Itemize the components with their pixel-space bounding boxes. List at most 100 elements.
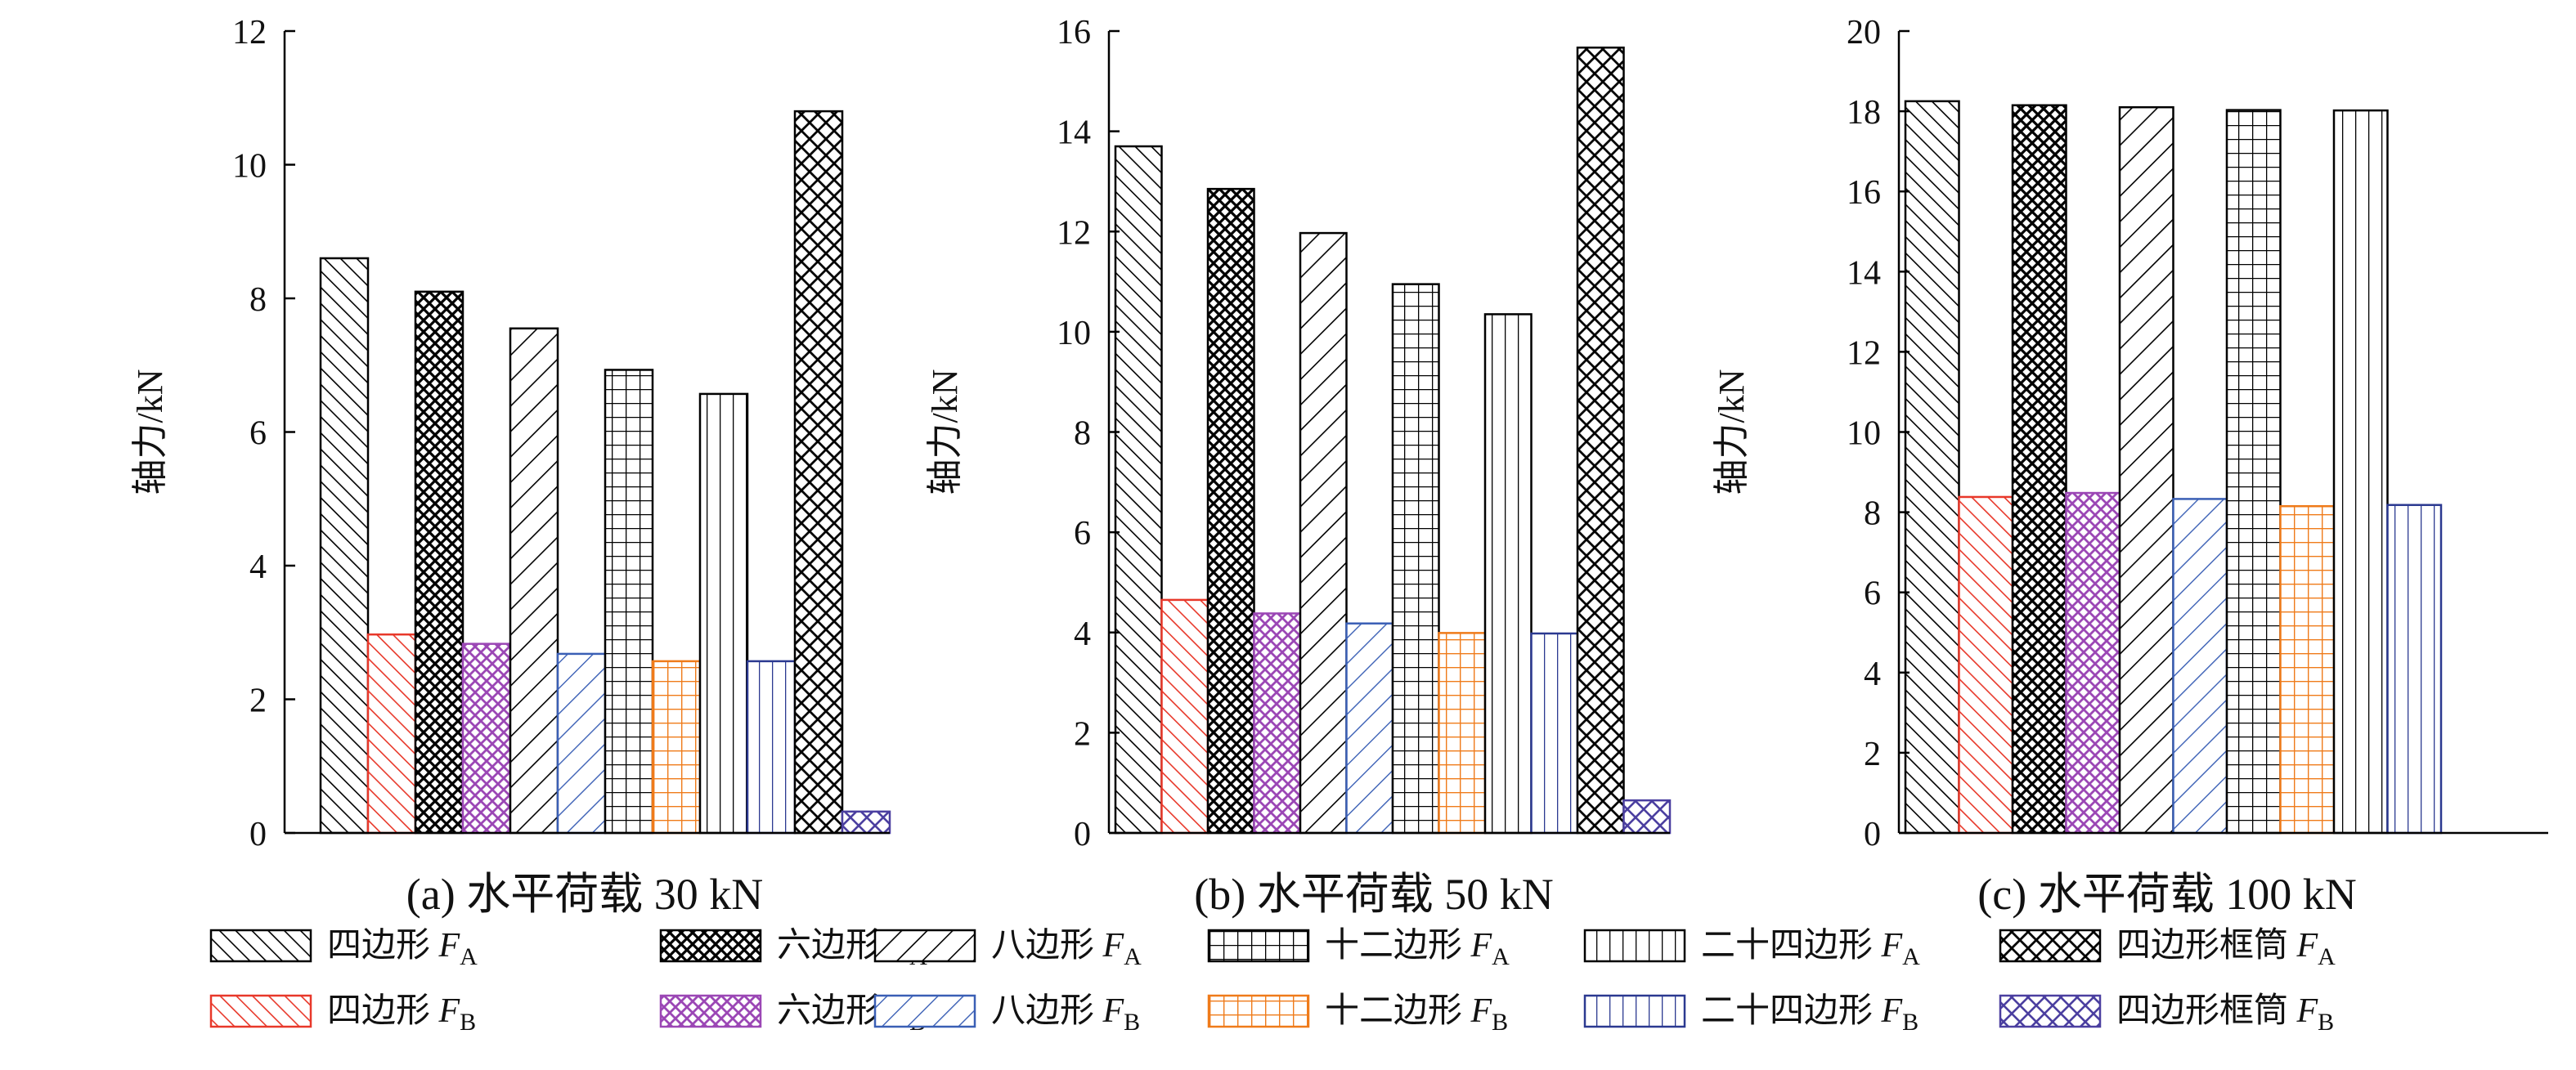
- legend-item: 四边形框筒 FA: [1999, 927, 2336, 970]
- bar: 二十四边形 F_B: 8.18: [2386, 504, 2443, 835]
- legend-swatch: [1207, 994, 1310, 1028]
- bar: 六边形 F_A: 12.85: [1206, 187, 1255, 835]
- y-tick-label: 6: [1864, 575, 1881, 613]
- chart-caption: (b) 水平荷载 50 kN: [1194, 870, 1553, 919]
- legend-item: 八边形 FB: [873, 992, 1140, 1036]
- legend-label: 四边形框筒 FB: [2116, 992, 2334, 1036]
- bar: 二十四边形 F_A: 10.35: [1483, 313, 1533, 835]
- legend-label: 十二边形 FA: [1325, 927, 1510, 970]
- legend-item: 四边形 FA: [209, 927, 478, 970]
- chart-panel-2: 四边形 F_A: 13.7四边形 F_B: 4.65六边形 F_A: 12.85…: [925, 14, 1672, 919]
- bar: 八边形 F_A: 18.1: [2118, 105, 2174, 835]
- y-axis-label: 轴力/kN: [925, 369, 965, 495]
- y-tick-label: 18: [1847, 94, 1881, 132]
- y-tick-label: 8: [249, 281, 267, 319]
- legend-swatch: [1583, 929, 1686, 963]
- y-tick-label: 6: [249, 415, 267, 453]
- y-tick-label: 12: [1847, 334, 1881, 372]
- y-tick-label: 6: [1074, 515, 1091, 553]
- bar: 四边形 F_B: 4.65: [1160, 598, 1209, 835]
- legend-item: 四边形 FB: [209, 992, 476, 1036]
- chart-caption: (a) 水平荷载 30 kN: [406, 870, 763, 919]
- bar: 二十四边形 F_B: 2.57: [746, 660, 797, 835]
- bar: 二十四边形 F_B: 3.98: [1530, 632, 1579, 835]
- legend-item: 十二边形 FA: [1207, 927, 1510, 970]
- y-tick-label: 0: [1074, 816, 1091, 853]
- legend-swatch: [873, 929, 976, 963]
- legend-item: 四边形框筒 FB: [1999, 992, 2334, 1036]
- y-tick-label: 8: [1074, 415, 1091, 453]
- legend-swatch: [209, 929, 312, 963]
- legend-swatch: [1583, 994, 1686, 1028]
- bar: 八边形 F_B: 4.18: [1345, 622, 1394, 835]
- y-tick-label: 2: [1074, 715, 1091, 753]
- bar: 六边形 F_B: 2.83: [461, 642, 512, 835]
- y-tick-label: 4: [1864, 656, 1881, 693]
- y-tick-label: 14: [1057, 114, 1091, 152]
- bar: 十二边形 F_A: 18.03: [2225, 109, 2282, 835]
- y-tick-label: 14: [1847, 254, 1881, 292]
- y-tick-label: 8: [1864, 495, 1881, 533]
- bar: 八边形 F_A: 11.97: [1299, 231, 1348, 835]
- y-tick-label: 4: [1074, 616, 1091, 653]
- y-tick-label: 16: [1057, 14, 1091, 51]
- bar: 八边形 F_B: 8.33: [2172, 498, 2228, 835]
- y-tick-label: 0: [1864, 816, 1881, 853]
- bar: 四边形 F_A: 13.7: [1114, 145, 1163, 835]
- legend-swatch: [659, 929, 762, 963]
- y-tick-label: 12: [1057, 214, 1091, 252]
- bar: 二十四边形 F_A: 6.57: [698, 392, 749, 835]
- legend-item: 二十四边形 FA: [1583, 927, 1920, 970]
- legend-swatch: [1999, 994, 2102, 1028]
- legend-label: 四边形 FA: [327, 927, 478, 970]
- legend-swatch: [209, 994, 312, 1028]
- bar: 四边形框筒 F_A: 10.8: [793, 110, 844, 835]
- y-tick-label: 16: [1847, 174, 1881, 212]
- bar: 四边形 F_A: 8.6: [319, 257, 370, 835]
- bar: 四边形框筒 F_B: 0.32: [841, 810, 891, 835]
- bar: 二十四边形 F_A: 18.02: [2332, 109, 2389, 835]
- legend-label: 八边形 FB: [991, 992, 1140, 1036]
- legend-label: 十二边形 FB: [1325, 992, 1508, 1036]
- chart-panel-1: 四边形 F_A: 8.6四边形 F_B: 2.97六边形 F_A: 8.1六边形…: [130, 14, 891, 919]
- chart-panel-3: 四边形 F_A: 18.25四边形 F_B: 8.38六边形 F_A: 18.1…: [1712, 14, 2548, 919]
- bar: 十二边形 F_A: 6.93: [604, 369, 654, 835]
- legend-label: 八边形 FA: [991, 927, 1142, 970]
- legend-item: 八边形 FA: [873, 927, 1142, 970]
- bar: 四边形框筒 F_A: 15.67: [1576, 46, 1625, 835]
- bar: 六边形 F_B: 8.48: [2065, 491, 2121, 835]
- legend-item: 十二边形 FB: [1207, 992, 1508, 1036]
- legend-swatch: [1999, 929, 2102, 963]
- y-axis-label: 轴力/kN: [130, 369, 170, 495]
- y-tick-label: 0: [249, 816, 267, 853]
- legend-label: 四边形 FB: [327, 992, 476, 1036]
- y-tick-label: 2: [1864, 736, 1881, 773]
- bar: 六边形 F_B: 4.38: [1253, 612, 1302, 835]
- bar: 六边形 F_A: 8.1: [414, 290, 464, 835]
- legend-item: 六边形 FB: [659, 992, 926, 1036]
- y-tick-label: 12: [232, 14, 267, 51]
- bar: 八边形 F_B: 2.68: [556, 652, 607, 835]
- legend-label: 二十四边形 FA: [1701, 927, 1920, 970]
- y-tick-label: 20: [1847, 14, 1881, 51]
- y-tick-label: 10: [1847, 415, 1881, 453]
- legend-swatch: [659, 994, 762, 1028]
- bar: 四边形框筒 F_B: 0.65: [1622, 799, 1672, 835]
- bar: 四边形 F_B: 2.97: [366, 633, 417, 835]
- y-tick-label: 10: [1057, 315, 1091, 352]
- bar: 四边形 F_B: 8.38: [1958, 495, 2014, 835]
- bar: 十二边形 F_A: 10.95: [1391, 283, 1440, 835]
- legend-swatch: [1207, 929, 1310, 963]
- y-tick-label: 2: [249, 683, 267, 720]
- bar: 八边形 F_A: 7.55: [509, 327, 559, 835]
- y-axis-label: 轴力/kN: [1712, 369, 1752, 495]
- legend-label: 四边形框筒 FA: [2116, 927, 2336, 970]
- bar: 十二边形 F_B: 3.99: [1438, 632, 1487, 835]
- legend-swatch: [873, 994, 976, 1028]
- y-tick-label: 10: [232, 148, 267, 186]
- bar: 十二边形 F_B: 8.15: [2279, 504, 2336, 835]
- bar: 四边形 F_A: 18.25: [1904, 100, 1960, 835]
- y-tick-label: 4: [249, 548, 267, 586]
- legend-item: 二十四边形 FB: [1583, 992, 1919, 1036]
- bar: 六边形 F_A: 18.15: [2011, 104, 2067, 835]
